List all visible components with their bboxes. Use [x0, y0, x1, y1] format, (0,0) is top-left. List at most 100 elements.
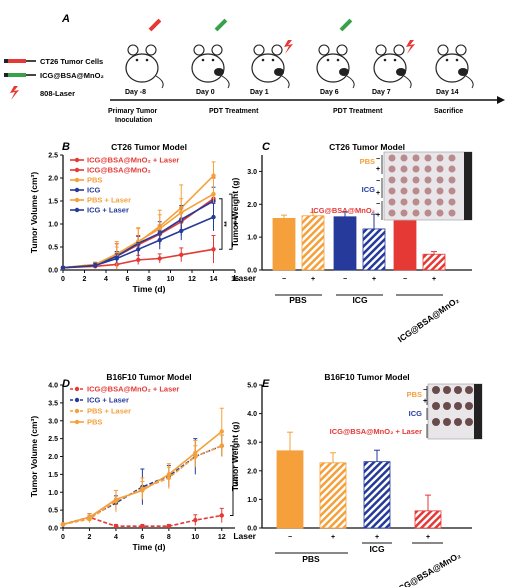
laser-row-label: Laser: [233, 273, 256, 283]
inset-label: PBS: [360, 157, 375, 166]
group-label: ICG: [352, 295, 368, 305]
y-axis-label: Tumor Volume (cm³): [29, 172, 39, 254]
data-point: [60, 522, 66, 527]
legend-marker: [74, 397, 80, 403]
mouse-eye: [211, 58, 215, 62]
legend-marker: [74, 177, 80, 183]
tumor-sample: [424, 187, 432, 195]
bar: [414, 510, 442, 529]
legend-marker: [74, 386, 80, 392]
tumor-sample: [448, 154, 456, 162]
tumor-sample: [388, 198, 396, 206]
chart-d-b16f10-volume: B16F10 Tumor Model 0 2 4 6 8 10 12 0.0 0.5 1.0 1.5 2…: [29, 372, 242, 552]
data-point: [211, 191, 216, 197]
tumor-sample: [448, 165, 456, 173]
y-tick-label: 3.0: [247, 440, 257, 447]
mouse-ear: [393, 44, 405, 56]
data-point: [166, 524, 172, 529]
y-tick-label: 0.0: [48, 526, 58, 533]
x-tick-label: 12: [188, 276, 196, 283]
y-tick-label: 1.0: [247, 497, 257, 504]
tumor-mark: [214, 68, 224, 76]
significance-bracket: [219, 198, 223, 250]
x-tick-label: 6: [126, 276, 130, 283]
tumor-sample: [400, 165, 408, 173]
legend-laser: 808-Laser: [40, 89, 75, 98]
y-tick-label: 2.5: [48, 153, 58, 160]
syringe-icon: [4, 73, 36, 77]
y-tick-label: 2.0: [247, 202, 257, 209]
tumor-sample: [400, 176, 408, 184]
chart-title: CT26 Tumor Model: [111, 142, 187, 152]
legend-label: ICG: [87, 186, 101, 195]
mouse-ear: [271, 44, 283, 56]
tumor-sample: [432, 418, 440, 426]
mouse-body: [435, 53, 469, 83]
bar: [272, 218, 296, 271]
data-point: [113, 524, 119, 529]
data-point: [140, 488, 145, 493]
tumor-sample: [424, 154, 432, 162]
mouse-body: [251, 53, 285, 83]
x-tick-label: 2: [88, 534, 92, 541]
significance-bracket: [229, 193, 233, 250]
data-point: [179, 228, 184, 234]
mouse-ear: [211, 44, 223, 56]
y-tick-label: 4.0: [48, 383, 58, 390]
tumor-mark: [458, 68, 468, 76]
tumor-sample: [432, 402, 440, 410]
tumor-sample: [448, 198, 456, 206]
inset-sign: +: [376, 212, 380, 219]
data-point: [219, 429, 224, 434]
x-tick-label: 8: [167, 534, 171, 541]
tumor-sample: [465, 402, 473, 410]
mouse-eye: [135, 58, 139, 62]
x-tick-label: 14: [210, 276, 218, 283]
significance-bracket: [230, 445, 234, 516]
x-tick-label: 2: [83, 276, 87, 283]
data-point: [93, 263, 98, 268]
significance-label: ***: [235, 476, 242, 484]
y-tick-label: 1.0: [48, 222, 58, 229]
legend-label: ICG@BSA@MnO₂: [87, 166, 151, 175]
phase-primary: Primary Tumor: [108, 108, 158, 115]
data-point: [193, 450, 198, 456]
tumor-photo: [383, 151, 473, 221]
mouse-tail: [281, 75, 290, 89]
laser-sign: +: [331, 534, 335, 541]
inset-label: ICG: [362, 185, 376, 194]
y-tick-label: 2.5: [48, 436, 58, 443]
inset-sign: −: [376, 201, 380, 208]
laser-sign: −: [288, 534, 292, 541]
legend-marker: [74, 408, 80, 414]
data-point: [136, 247, 141, 252]
tumor-sample: [388, 209, 396, 217]
tumor-sample: [436, 187, 444, 195]
series-3: [60, 407, 224, 527]
legend-marker: [74, 419, 80, 425]
group-label: PBS: [302, 554, 320, 564]
mouse-ear: [127, 44, 139, 56]
y-tick-label: 1.0: [247, 235, 257, 242]
legend-label: ICG + Laser: [87, 396, 129, 405]
day-14: Day 14: [436, 89, 459, 96]
bar: [422, 253, 446, 271]
inset-label: PBS: [407, 390, 422, 399]
data-point: [87, 515, 92, 520]
legend-marker: [74, 167, 80, 173]
mouse-tail: [346, 75, 355, 89]
syringe-icon: [214, 18, 228, 32]
day-6: Day 6: [320, 89, 339, 96]
tumor-sample: [412, 165, 420, 173]
tumor-sample: [436, 209, 444, 217]
phase-pdt-1: PDT Treatment: [209, 108, 259, 115]
laser-sign: +: [426, 534, 430, 541]
bar: [333, 216, 357, 271]
chart-title: CT26 Tumor Model: [329, 142, 405, 152]
x-tick-label: 10: [167, 276, 175, 283]
mouse-eye: [271, 58, 275, 62]
panel-letter-a: A: [61, 13, 70, 25]
chart-b-ct26-volume: CT26 Tumor Model 0 2 4 6 8 10 12 14 16 0.0 0.5 1.0 1.…: [29, 142, 241, 294]
x-tick-label: 4: [104, 276, 108, 283]
laser-sign: +: [375, 534, 379, 541]
